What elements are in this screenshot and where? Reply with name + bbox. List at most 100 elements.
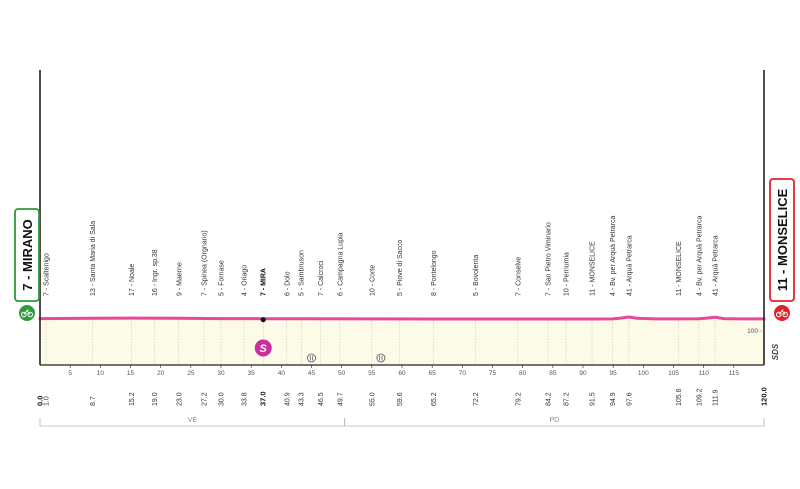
waypoint-km-label: 65.2 xyxy=(431,392,438,406)
waypoint-km-label: 59.6 xyxy=(397,392,404,406)
waypoint-km-label: 105.8 xyxy=(676,388,683,406)
start-bike-icon xyxy=(19,305,35,321)
waypoint-km-label: 111.9 xyxy=(713,389,720,406)
elevation-marker-label: 100 xyxy=(747,328,758,335)
waypoint-km-label: 23.0 xyxy=(176,392,183,406)
finish-bike-icon xyxy=(774,305,790,321)
scale-tick-label: 90 xyxy=(579,370,587,377)
waypoint-name: 7 - San Pietro Viminario xyxy=(546,222,553,296)
start-city-label: 7 - MIRANO xyxy=(20,219,35,291)
waypoint-name: 5 - Sambruson xyxy=(299,250,306,296)
sprint-badge-icon xyxy=(254,339,272,357)
km-labels: 1.0 8.7 15.2 19.0 23.0 27.2 30.0 33.8 37.0 40.9 43… xyxy=(36,387,769,406)
waypoint-name: 11 - MONSELICE xyxy=(590,241,597,296)
scale-tick-label: 35 xyxy=(248,370,256,377)
finish-city-label: 11 - MONSELICE xyxy=(775,188,790,291)
bike-wheel xyxy=(782,311,789,318)
bike-frame xyxy=(778,309,786,315)
waypoint-km-label: 19.0 xyxy=(152,392,159,406)
waypoint-name: 6 - Dolo xyxy=(284,271,291,296)
waypoint-km-label: 27.2 xyxy=(202,392,209,406)
waypoint-name: 5 - Fornase xyxy=(219,260,226,296)
region-bracket: PD xyxy=(344,417,765,427)
scale-tick-label: 30 xyxy=(217,370,225,377)
scale-tick-label: 100 xyxy=(638,370,649,377)
sprint-point-marker xyxy=(260,317,266,323)
waypoint-km-label: 49.7 xyxy=(337,392,344,406)
waypoint-km-label: 84.2 xyxy=(546,392,553,406)
waypoint-name: 8 - Pontelongo xyxy=(431,250,438,296)
scale-tick-label: 65 xyxy=(429,370,437,377)
scale-tick-label: 45 xyxy=(308,370,316,377)
brand-logo: SDS xyxy=(771,343,780,360)
regions-layer: VE PD xyxy=(39,417,765,427)
waypoint-name: 7 - Conselve xyxy=(515,257,522,296)
waypoint-labels: 7 - Scaltenigo 13 - Santa Maria di Sala 17… xyxy=(44,215,720,296)
scale-tick-label: 15 xyxy=(127,370,135,377)
waypoint-km-label: 8.7 xyxy=(90,396,97,406)
waypoint-km-label: 43.3 xyxy=(299,392,306,406)
region-bracket: VE xyxy=(39,417,346,427)
waypoint-name: 10 - Corte xyxy=(369,265,376,296)
waypoint-name: 41 - Arquà Petrarca xyxy=(626,235,633,296)
waypoint-name: 4 - Bv. per Arquà Petrarca xyxy=(696,215,703,296)
waypoint-name: 16 - Ingr. sp.38 xyxy=(152,249,159,296)
level-crossing-ring xyxy=(307,353,316,363)
scale-tick-label: 10 xyxy=(97,370,105,377)
icons-layer: S SDS xyxy=(254,317,780,363)
waypoint-km-label: 46.5 xyxy=(318,392,325,406)
scale-tick-label: 55 xyxy=(368,370,376,377)
profile-line-layer xyxy=(38,315,766,321)
waypoint-km-label: 1.0 xyxy=(44,396,51,406)
waypoint-name: 17 - Noale xyxy=(129,264,136,296)
finish-box-frame xyxy=(769,178,795,302)
start-box-frame xyxy=(14,208,40,302)
waypoint-km-label: 97.6 xyxy=(626,392,633,406)
scale-tick-label: 85 xyxy=(549,370,557,377)
scale-tick-label: 25 xyxy=(187,370,195,377)
waypoint-name: 4 - Bv. per Arquà Petrarca xyxy=(610,215,617,296)
start-city-box: 7 - MIRANO xyxy=(14,208,40,302)
level-crossing-ring xyxy=(376,353,386,363)
scale-tick-label: 70 xyxy=(459,370,467,377)
waypoint-name: 7 - Calcroci xyxy=(318,260,325,296)
waypoint-name: 6 - Campagna Lupia xyxy=(337,232,344,296)
waypoint-name: 7 - MIRA xyxy=(261,268,268,296)
bike-wheel xyxy=(27,311,34,318)
scale-tick-label: 95 xyxy=(610,370,618,377)
scale-tick-label: 115 xyxy=(729,370,740,377)
scale-tick-label: 50 xyxy=(338,370,346,377)
scale-tick-label: 75 xyxy=(489,370,497,377)
waypoint-km-label: 55.0 xyxy=(369,392,376,406)
scale-tick-label: 105 xyxy=(668,370,679,377)
finish-bike-badge xyxy=(774,305,790,321)
scale-tick-label: 20 xyxy=(157,370,165,377)
scale-tick-label: 40 xyxy=(278,370,286,377)
waypoint-name: 7 - Spinea (Orgnano) xyxy=(202,230,209,296)
waypoint-km-label: 37.0 xyxy=(259,391,268,406)
waypoint-guides xyxy=(45,320,716,365)
waypoint-name: 7 - Scaltenigo xyxy=(44,253,51,296)
start-finish-layer: 7 - MIRANO 11 - MONSELICE xyxy=(14,178,795,321)
waypoint-name: 5 - Bovolenta xyxy=(473,255,480,296)
finish-km-label: 120.0 xyxy=(760,387,769,406)
scale-tick-label: 60 xyxy=(398,370,406,377)
scale-tick-label: 80 xyxy=(519,370,527,377)
start-km-label: 0.0 xyxy=(36,396,45,406)
region-label: PD xyxy=(549,417,559,424)
finish-city-box: 11 - MONSELICE xyxy=(769,178,795,302)
waypoint-name: 5 - Piove di Sacco xyxy=(397,239,404,296)
waypoint-name: 41 - Arquà Petrarca xyxy=(713,235,720,296)
waypoint-name: 4 - Oriago xyxy=(241,265,248,296)
waypoint-km-label: 87.2 xyxy=(564,392,571,406)
bike-frame xyxy=(23,309,31,315)
region-label: VE xyxy=(188,417,198,424)
waypoint-name: 13 - Santa Maria di Sala xyxy=(90,221,97,296)
waypoint-km-label: 33.8 xyxy=(241,392,248,406)
waypoint-name: 11 - MONSELICE xyxy=(676,241,683,296)
waypoint-km-label: 109.2 xyxy=(696,388,703,406)
waypoint-km-label: 40.9 xyxy=(284,392,291,406)
waypoint-name: 9 - Maerne xyxy=(176,262,183,296)
